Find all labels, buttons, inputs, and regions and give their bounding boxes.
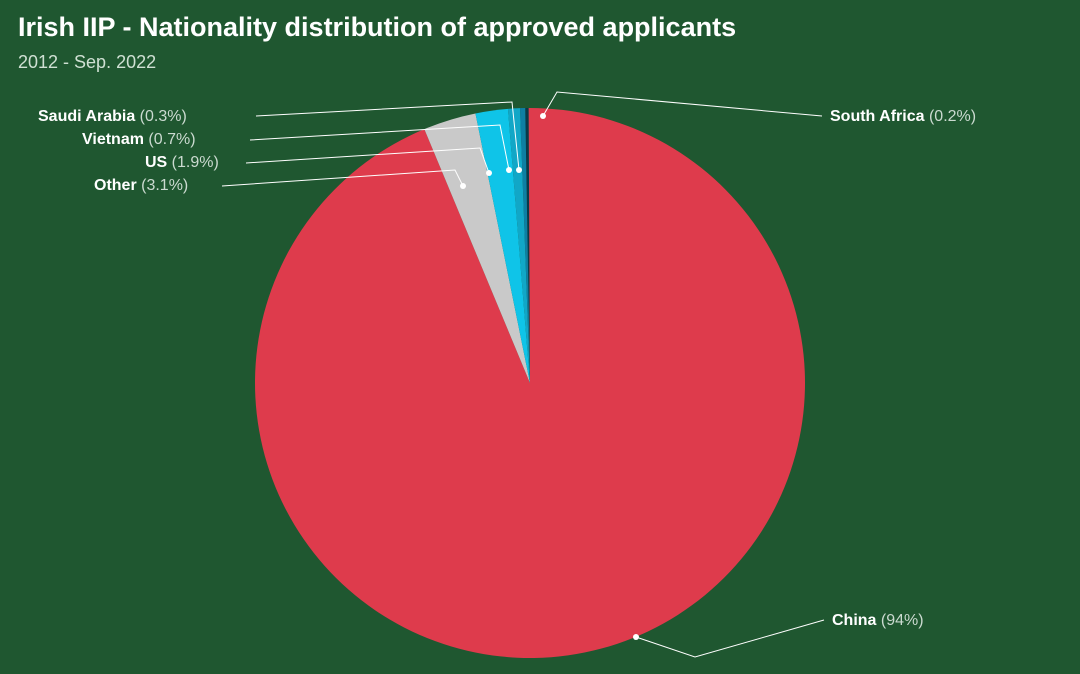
slice-label-name: Vietnam — [82, 131, 148, 148]
slice-label: Saudi Arabia (0.3%) — [38, 108, 187, 126]
slice-label-pct: (3.1%) — [141, 177, 188, 194]
leader-line — [636, 620, 824, 657]
slice-label-pct: (0.7%) — [148, 131, 195, 148]
slice-label-name: South Africa — [830, 108, 929, 125]
slice-label: US (1.9%) — [145, 154, 219, 172]
slice-label-name: China — [832, 612, 881, 629]
leader-marker — [540, 113, 546, 119]
slice-label: Other (3.1%) — [94, 177, 188, 195]
slice-label-pct: (1.9%) — [172, 154, 219, 171]
slice-label: South Africa (0.2%) — [830, 108, 976, 126]
slice-label-name: Saudi Arabia — [38, 108, 140, 125]
slice-label-pct: (0.2%) — [929, 108, 976, 125]
slice-label: China (94%) — [832, 612, 924, 630]
leader-marker — [506, 167, 512, 173]
leader-marker — [486, 170, 492, 176]
leader-marker — [460, 183, 466, 189]
leader-line — [543, 92, 822, 116]
leader-marker — [633, 634, 639, 640]
slice-label-pct: (0.3%) — [140, 108, 187, 125]
slice-label-name: US — [145, 154, 172, 171]
slice-label-name: Other — [94, 177, 141, 194]
leader-marker — [516, 167, 522, 173]
pie-chart — [0, 0, 1080, 674]
slice-label: Vietnam (0.7%) — [82, 131, 196, 149]
slice-label-pct: (94%) — [881, 612, 924, 629]
